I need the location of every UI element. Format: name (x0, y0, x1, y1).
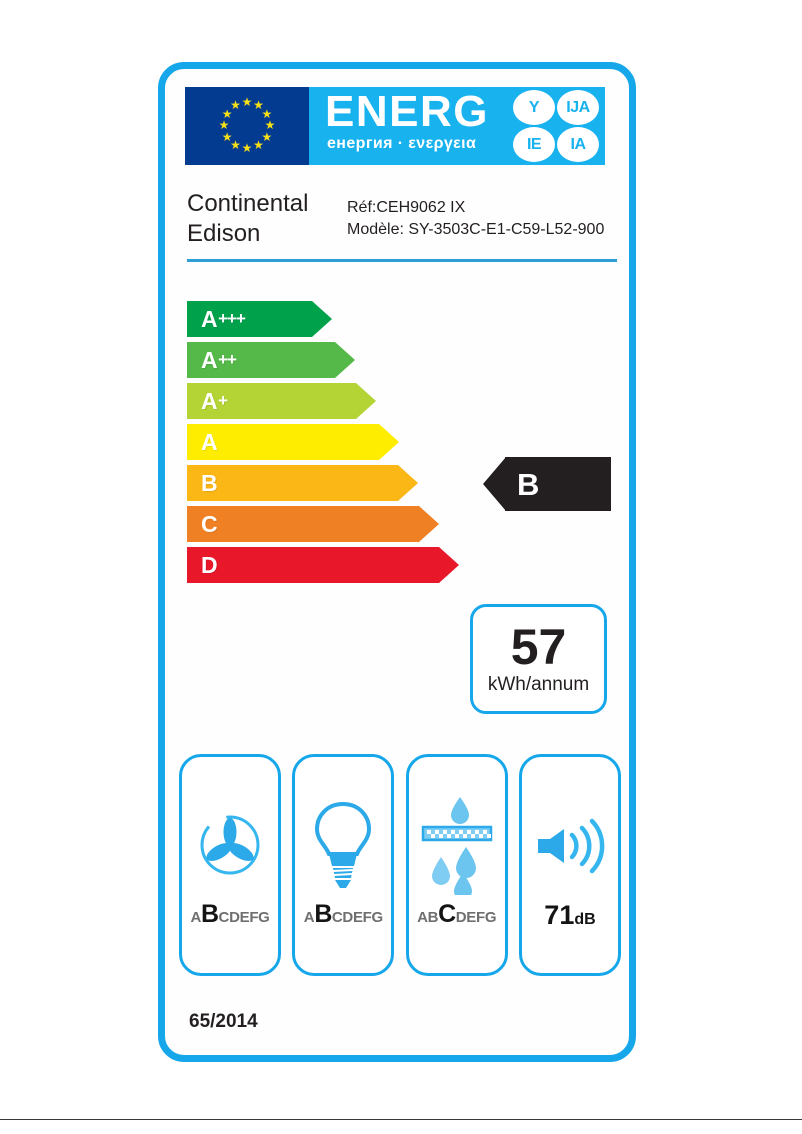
brand-name: Continental Edison (187, 189, 347, 249)
noise-icon (534, 791, 606, 899)
energy-class-row: A+ (187, 383, 487, 419)
energ-banner: ENERG енергия · ενεργεια Y IJA IE IA (309, 87, 605, 165)
energy-class-row: A (187, 424, 487, 460)
energy-class-label: A+++ (201, 306, 246, 332)
energy-class-row: A++ (187, 342, 487, 378)
annual-consumption-box: 57 kWh/annum (470, 604, 607, 714)
grease-class-scale: ABCDEFG (409, 900, 505, 929)
rating-class-letter: B (517, 466, 540, 502)
noise-unit: dB (574, 911, 596, 928)
energy-class-scale: A+++ A++ A+ A B C D (187, 301, 487, 588)
energy-class-label: B (201, 469, 219, 496)
fluid-dynamic-efficiency-box: ABCDEFG (179, 754, 281, 976)
label-header: ★ ★ ★ ★ ★ ★ ★ ★ ★ ★ ★ ★ ENERG енергия · ενεργεια Y … (185, 87, 605, 165)
fan-scale-before: A (190, 909, 201, 926)
eu-flag-star: ★ (221, 129, 233, 144)
grease-filtering-box: ABCDEFG (405, 754, 508, 976)
consumption-value: 57 (510, 619, 567, 675)
model-block: Réf:CEH9062 IX Modèle: SY-3503C-E1-C59-L… (347, 197, 604, 241)
energ-subtitle: енергия · ενεργεια (327, 135, 477, 152)
regulation-reference: 65/2014 (189, 1011, 258, 1032)
language-badge-ie: IE (513, 127, 555, 162)
eu-flag-icon: ★ ★ ★ ★ ★ ★ ★ ★ ★ ★ ★ ★ (185, 87, 309, 165)
energy-class-row: A+++ (187, 301, 487, 337)
page-bottom-rule (0, 1119, 802, 1120)
grease-scale-before: AB (417, 909, 439, 926)
lightbulb-icon (313, 791, 373, 899)
supplier-block: Continental Edison Réf:CEH9062 IX Modèle… (187, 189, 617, 251)
language-badge-ija: IJA (557, 90, 599, 125)
energy-class-label: C (201, 510, 219, 537)
energy-class-bar-c: C (187, 506, 439, 542)
eu-flag-star: ★ (218, 118, 230, 132)
energy-class-label: A++ (201, 347, 237, 373)
bulb-scale-before: A (303, 909, 315, 926)
noise-value-label: 71dB (522, 900, 618, 931)
energy-class-bar-d: D (187, 547, 459, 583)
rating-arrow-tip (483, 457, 506, 511)
bulb-scale-after: CDEFG (331, 909, 383, 926)
energy-class-label: A+ (201, 388, 228, 414)
energy-class-row: D (187, 547, 487, 583)
eu-flag-star: ★ (230, 98, 241, 113)
energy-rating-arrow: B (483, 457, 611, 511)
energy-class-row: B (187, 465, 487, 501)
noise-value: 71 (544, 900, 575, 930)
energy-label-frame: ★ ★ ★ ★ ★ ★ ★ ★ ★ ★ ★ ★ ENERG енергия · ενεργεια Y … (158, 62, 636, 1062)
consumption-unit: kWh/annum (487, 674, 590, 695)
language-badge-ia: IA (557, 127, 599, 162)
energ-wordmark: ENERG (325, 87, 489, 136)
grease-filter-icon (420, 791, 494, 899)
grease-scale-after: DEFG (455, 909, 497, 926)
eu-flag-star: ★ (261, 129, 273, 144)
rating-arrow-body: B (505, 457, 611, 511)
bulb-class-scale: ABCDEFG (295, 900, 391, 929)
eu-flag-star: ★ (241, 141, 253, 155)
brand-name-line1: Continental (187, 190, 309, 217)
eu-flag-star: ★ (221, 106, 233, 121)
energy-class-bar-a2: A++ (187, 342, 355, 378)
brand-name-line2: Edison (187, 220, 261, 247)
header-divider (187, 259, 617, 262)
energy-class-bar-a3: A+++ (187, 301, 332, 337)
eu-flag-star: ★ (261, 106, 273, 121)
eu-flag-star: ★ (230, 137, 241, 152)
energy-class-label: D (201, 551, 219, 578)
eu-flag-star: ★ (264, 118, 276, 132)
language-badge-y: Y (513, 90, 555, 125)
energy-class-bar-b: B (187, 465, 418, 501)
fan-scale-hit: B (200, 900, 219, 928)
eu-flag-star: ★ (253, 137, 264, 152)
product-model: Modèle: SY-3503C-E1-C59-L52-900 (347, 221, 605, 238)
lighting-efficiency-box: ABCDEFG (292, 754, 395, 976)
grease-scale-hit: C (438, 900, 456, 928)
eu-flag-star: ★ (241, 95, 253, 109)
noise-level-box: 71dB (518, 754, 621, 976)
product-reference: Réf:CEH9062 IX (347, 199, 466, 216)
language-badge-grid: Y IJA IE IA (513, 90, 601, 162)
fan-scale-after: CDEFG (218, 909, 270, 926)
eu-flag-star: ★ (253, 98, 264, 113)
energy-class-row: C (187, 506, 487, 542)
energy-class-bar-a: A (187, 424, 399, 460)
feature-box-row: ABCDEFG (179, 754, 621, 976)
bulb-scale-hit: B (314, 900, 332, 928)
energy-class-bar-a1: A+ (187, 383, 376, 419)
fan-icon (196, 791, 264, 899)
fan-class-scale: ABCDEFG (182, 900, 278, 929)
energy-class-label: A (201, 428, 219, 455)
